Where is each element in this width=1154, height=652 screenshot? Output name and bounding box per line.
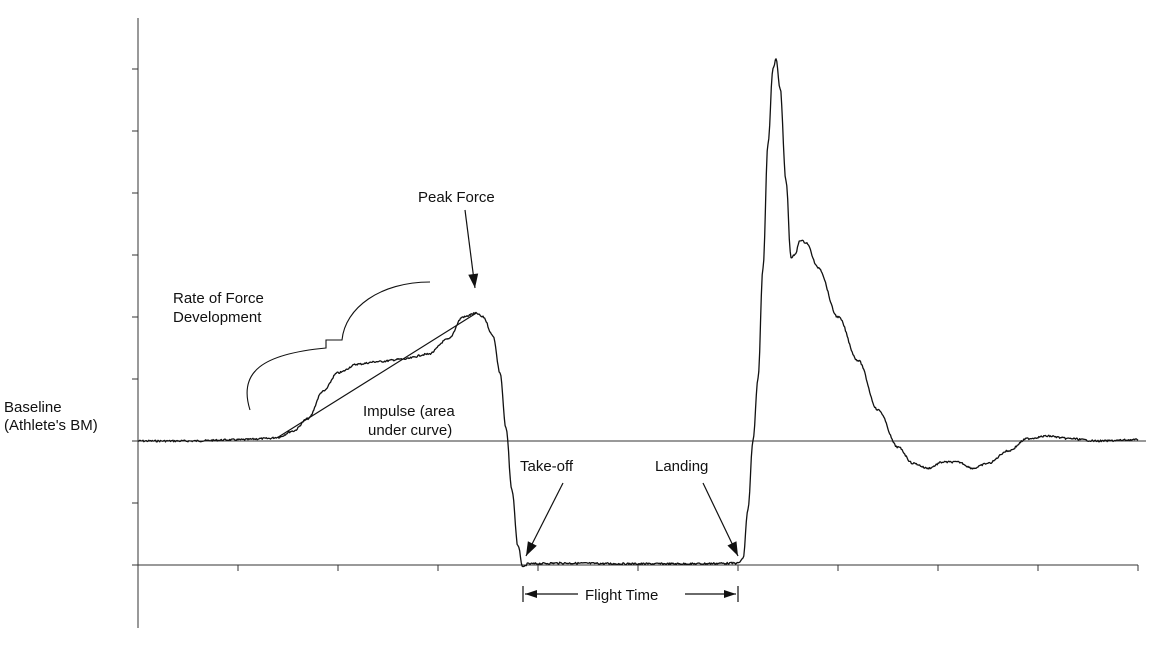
flight-time-label: Flight Time xyxy=(585,587,659,604)
impulse-label-line1: Impulse (area xyxy=(363,403,455,420)
takeoff-label: Take-off xyxy=(520,458,574,475)
chart-axes xyxy=(132,18,1146,628)
rfd-label-line2: Development xyxy=(173,309,262,326)
baseline-label-line2: (Athlete's BM) xyxy=(4,417,98,434)
rfd-slope-line xyxy=(277,312,477,438)
landing-label: Landing xyxy=(655,458,709,475)
force-time-curve xyxy=(137,58,1139,568)
peak-force-arrow-head xyxy=(468,273,479,288)
landing-arrow-head xyxy=(727,541,738,556)
chart-marks xyxy=(137,58,1139,568)
rfd-label-line1: Rate of Force xyxy=(173,290,264,307)
rfd-brace xyxy=(246,281,431,411)
takeoff-arrow-head xyxy=(526,541,537,556)
impulse-label-line2: under curve) xyxy=(368,422,453,439)
baseline-label-line1: Baseline xyxy=(4,399,62,416)
annotation-shapes xyxy=(246,209,739,602)
peak-force-label: Peak Force xyxy=(418,189,495,206)
flight-arrow-right xyxy=(724,590,736,598)
flight-arrow-left xyxy=(525,590,537,598)
